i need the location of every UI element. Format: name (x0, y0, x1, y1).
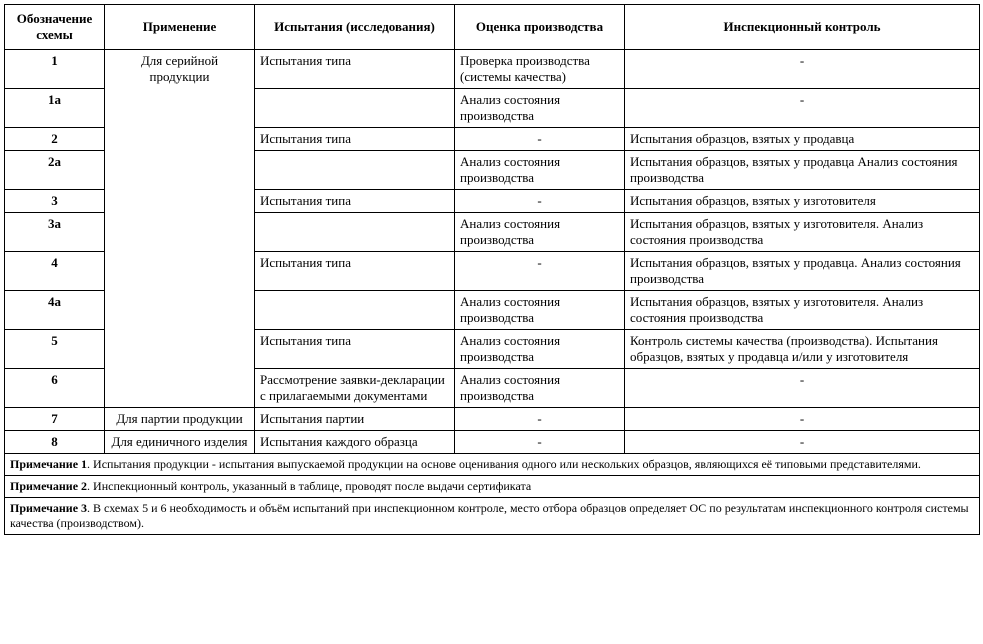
cell-application-batch: Для партии продукции (105, 408, 255, 431)
header-application: Применение (105, 5, 255, 50)
note-1: Примечание 1. Испытания продукции - испы… (5, 454, 980, 476)
note-row: Примечание 3. В схемах 5 и 6 необходимос… (5, 498, 980, 535)
cell-scheme: 7 (5, 408, 105, 431)
cell-eval: Анализ состояния производства (455, 330, 625, 369)
cell-eval: Проверка производства (системы качества) (455, 50, 625, 89)
cell-tests: Испытания типа (255, 190, 455, 213)
cell-insp: Испытания образцов, взятых у изготовител… (625, 291, 980, 330)
cell-insp: - (625, 89, 980, 128)
cell-tests: Испытания типа (255, 50, 455, 89)
cell-scheme: 4а (5, 291, 105, 330)
note-row: Примечание 2. Инспекционный контроль, ук… (5, 476, 980, 498)
cell-eval: Анализ состояния производства (455, 291, 625, 330)
cell-application-serial: Для серийной продукции (105, 50, 255, 408)
table-row: 7 Для партии продукции Испытания партии … (5, 408, 980, 431)
cell-tests (255, 89, 455, 128)
cell-scheme: 2а (5, 151, 105, 190)
cell-tests: Испытания типа (255, 330, 455, 369)
note-label: Примечание 1 (10, 457, 87, 471)
note-3: Примечание 3. В схемах 5 и 6 необходимос… (5, 498, 980, 535)
cell-scheme: 8 (5, 431, 105, 454)
cell-insp: Испытания образцов, взятых у изготовител… (625, 190, 980, 213)
table-row: 8 Для единичного изделия Испытания каждо… (5, 431, 980, 454)
table-header-row: Обозначение схемы Применение Испытания (… (5, 5, 980, 50)
cell-eval: - (455, 128, 625, 151)
cell-tests: Испытания типа (255, 252, 455, 291)
cell-scheme: 1 (5, 50, 105, 89)
certification-schemes-table: Обозначение схемы Применение Испытания (… (4, 4, 980, 535)
cell-insp: Испытания образцов, взятых у продавца Ан… (625, 151, 980, 190)
cell-scheme: 6 (5, 369, 105, 408)
table-row: 1 Для серийной продукции Испытания типа … (5, 50, 980, 89)
cell-eval: Анализ состояния производства (455, 151, 625, 190)
cell-scheme: 4 (5, 252, 105, 291)
cell-scheme: 1а (5, 89, 105, 128)
cell-tests: Рассмотрение заявки-декларации с прилага… (255, 369, 455, 408)
cell-eval: Анализ состояния производства (455, 89, 625, 128)
cell-eval: - (455, 408, 625, 431)
cell-tests (255, 151, 455, 190)
note-label: Примечание 2 (10, 479, 87, 493)
cell-eval: - (455, 190, 625, 213)
cell-scheme: 3а (5, 213, 105, 252)
cell-insp: Испытания образцов, взятых у продавца (625, 128, 980, 151)
cell-eval: Анализ состояния производства (455, 369, 625, 408)
cell-scheme: 2 (5, 128, 105, 151)
cell-tests: Испытания каждого образца (255, 431, 455, 454)
cell-eval: - (455, 431, 625, 454)
note-text: . Испытания продукции - испытания выпуск… (87, 457, 921, 471)
cell-scheme: 5 (5, 330, 105, 369)
note-row: Примечание 1. Испытания продукции - испы… (5, 454, 980, 476)
cell-insp: - (625, 431, 980, 454)
cell-tests: Испытания партии (255, 408, 455, 431)
cell-tests (255, 291, 455, 330)
cell-eval: - (455, 252, 625, 291)
cell-insp: Испытания образцов, взятых у изготовител… (625, 213, 980, 252)
cell-tests (255, 213, 455, 252)
cell-insp: Контроль системы качества (производства)… (625, 330, 980, 369)
note-2: Примечание 2. Инспекционный контроль, ук… (5, 476, 980, 498)
cell-insp: - (625, 408, 980, 431)
header-inspection: Инспекционный контроль (625, 5, 980, 50)
header-evaluation: Оценка производства (455, 5, 625, 50)
cell-eval: Анализ состояния производства (455, 213, 625, 252)
cell-application-single: Для единичного изделия (105, 431, 255, 454)
cell-insp: - (625, 50, 980, 89)
note-text: . Инспекционный контроль, указанный в та… (87, 479, 531, 493)
note-label: Примечание 3 (10, 501, 87, 515)
header-scheme: Обозначение схемы (5, 5, 105, 50)
cell-insp: Испытания образцов, взятых у продавца. А… (625, 252, 980, 291)
cell-insp: - (625, 369, 980, 408)
cell-tests: Испытания типа (255, 128, 455, 151)
header-tests: Испытания (исследования) (255, 5, 455, 50)
cell-scheme: 3 (5, 190, 105, 213)
note-text: . В схемах 5 и 6 необходимость и объём и… (10, 501, 969, 530)
